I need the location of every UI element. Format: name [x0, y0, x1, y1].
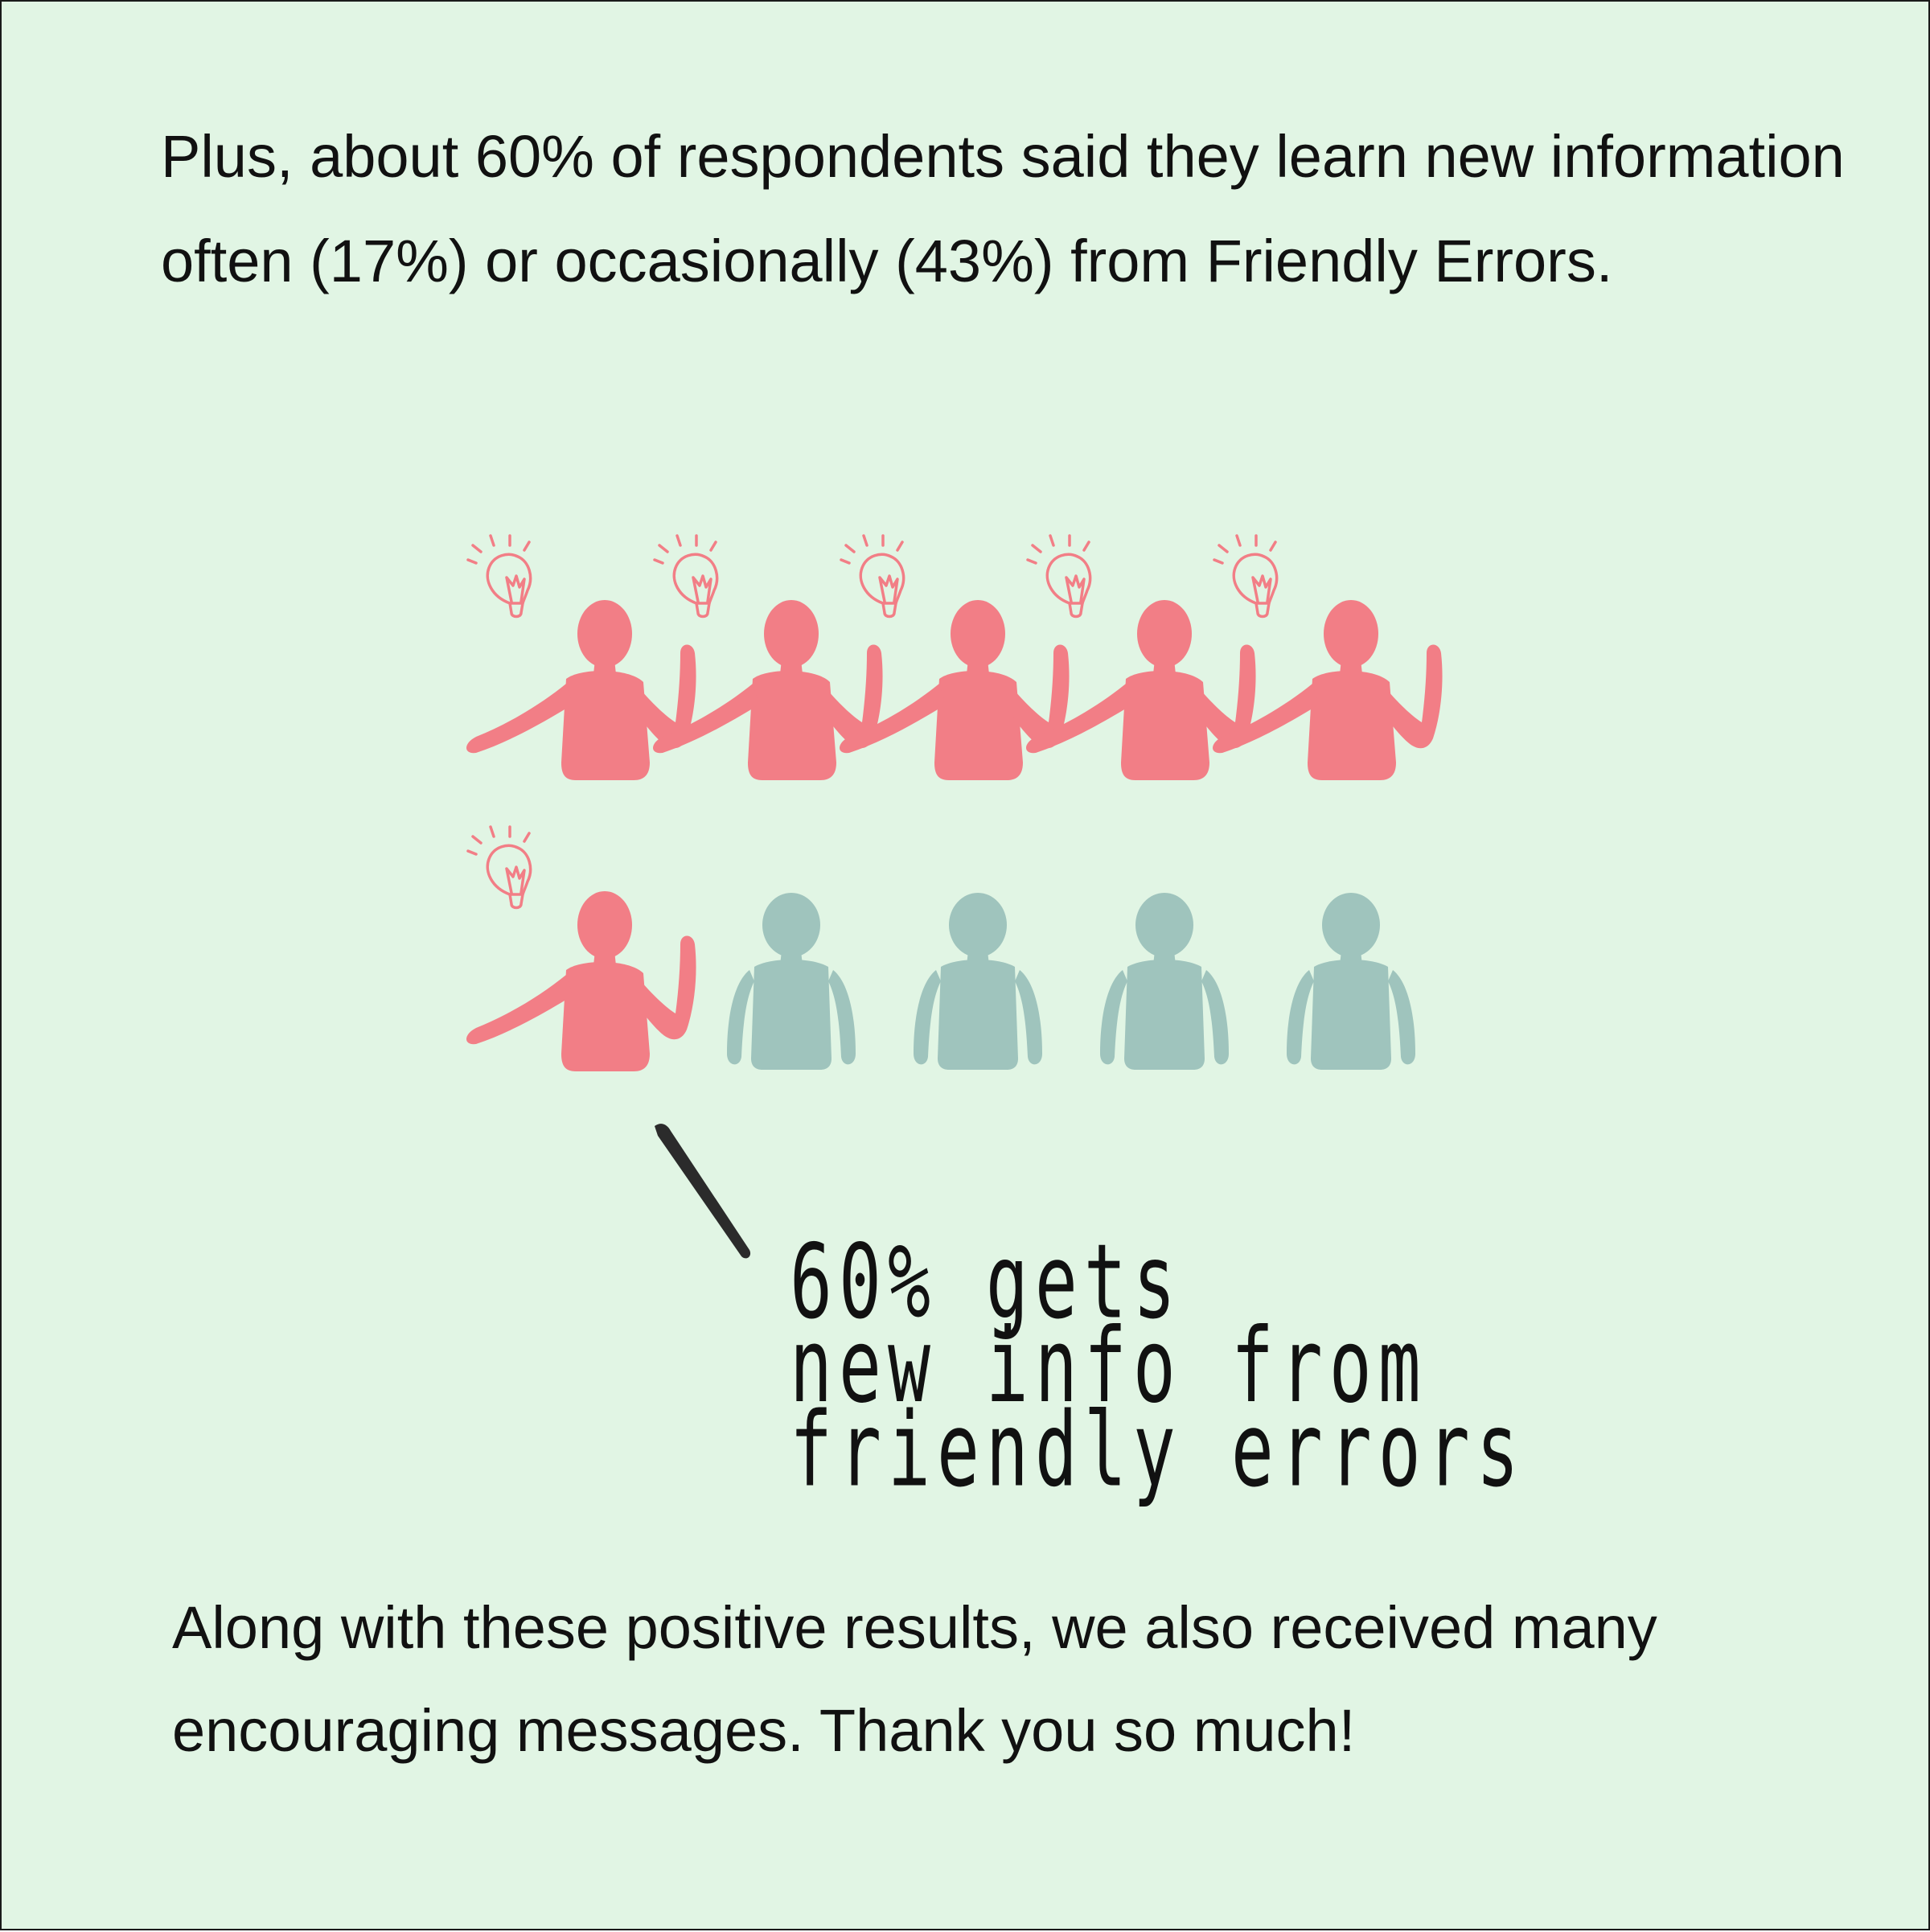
- person-icon-highlighted: [653, 600, 883, 780]
- person-icon: [1100, 893, 1229, 1070]
- callout-line-1: 60% gets: [790, 1221, 1182, 1342]
- lightbulb-icon: [1026, 534, 1092, 619]
- callout-pointer: [655, 1124, 751, 1259]
- lightbulb-icon: [840, 534, 905, 619]
- intro-paragraph: Plus, about 60% of respondents said they…: [161, 123, 1845, 294]
- person-icon-highlighted: [466, 600, 696, 780]
- callout-note: 60% gets new info from friendly errors: [790, 1221, 1526, 1510]
- person-icon-highlighted: [1026, 600, 1256, 780]
- callout-line-2: new info from: [790, 1305, 1427, 1426]
- lightbulb-icon: [1213, 534, 1279, 619]
- lightbulb-icon: [466, 825, 532, 910]
- person-icon-highlighted: [1213, 600, 1443, 780]
- outro-paragraph: Along with these positive results, we al…: [172, 1594, 1657, 1764]
- callout-line-3: friendly errors: [790, 1389, 1526, 1510]
- person-icon: [1287, 893, 1415, 1070]
- person-icon: [914, 893, 1042, 1070]
- person-icon-highlighted: [466, 891, 696, 1071]
- lightbulb-icon: [466, 534, 532, 619]
- person-icon-highlighted: [840, 600, 1070, 780]
- person-icon: [727, 893, 856, 1070]
- lightbulb-icon: [653, 534, 719, 619]
